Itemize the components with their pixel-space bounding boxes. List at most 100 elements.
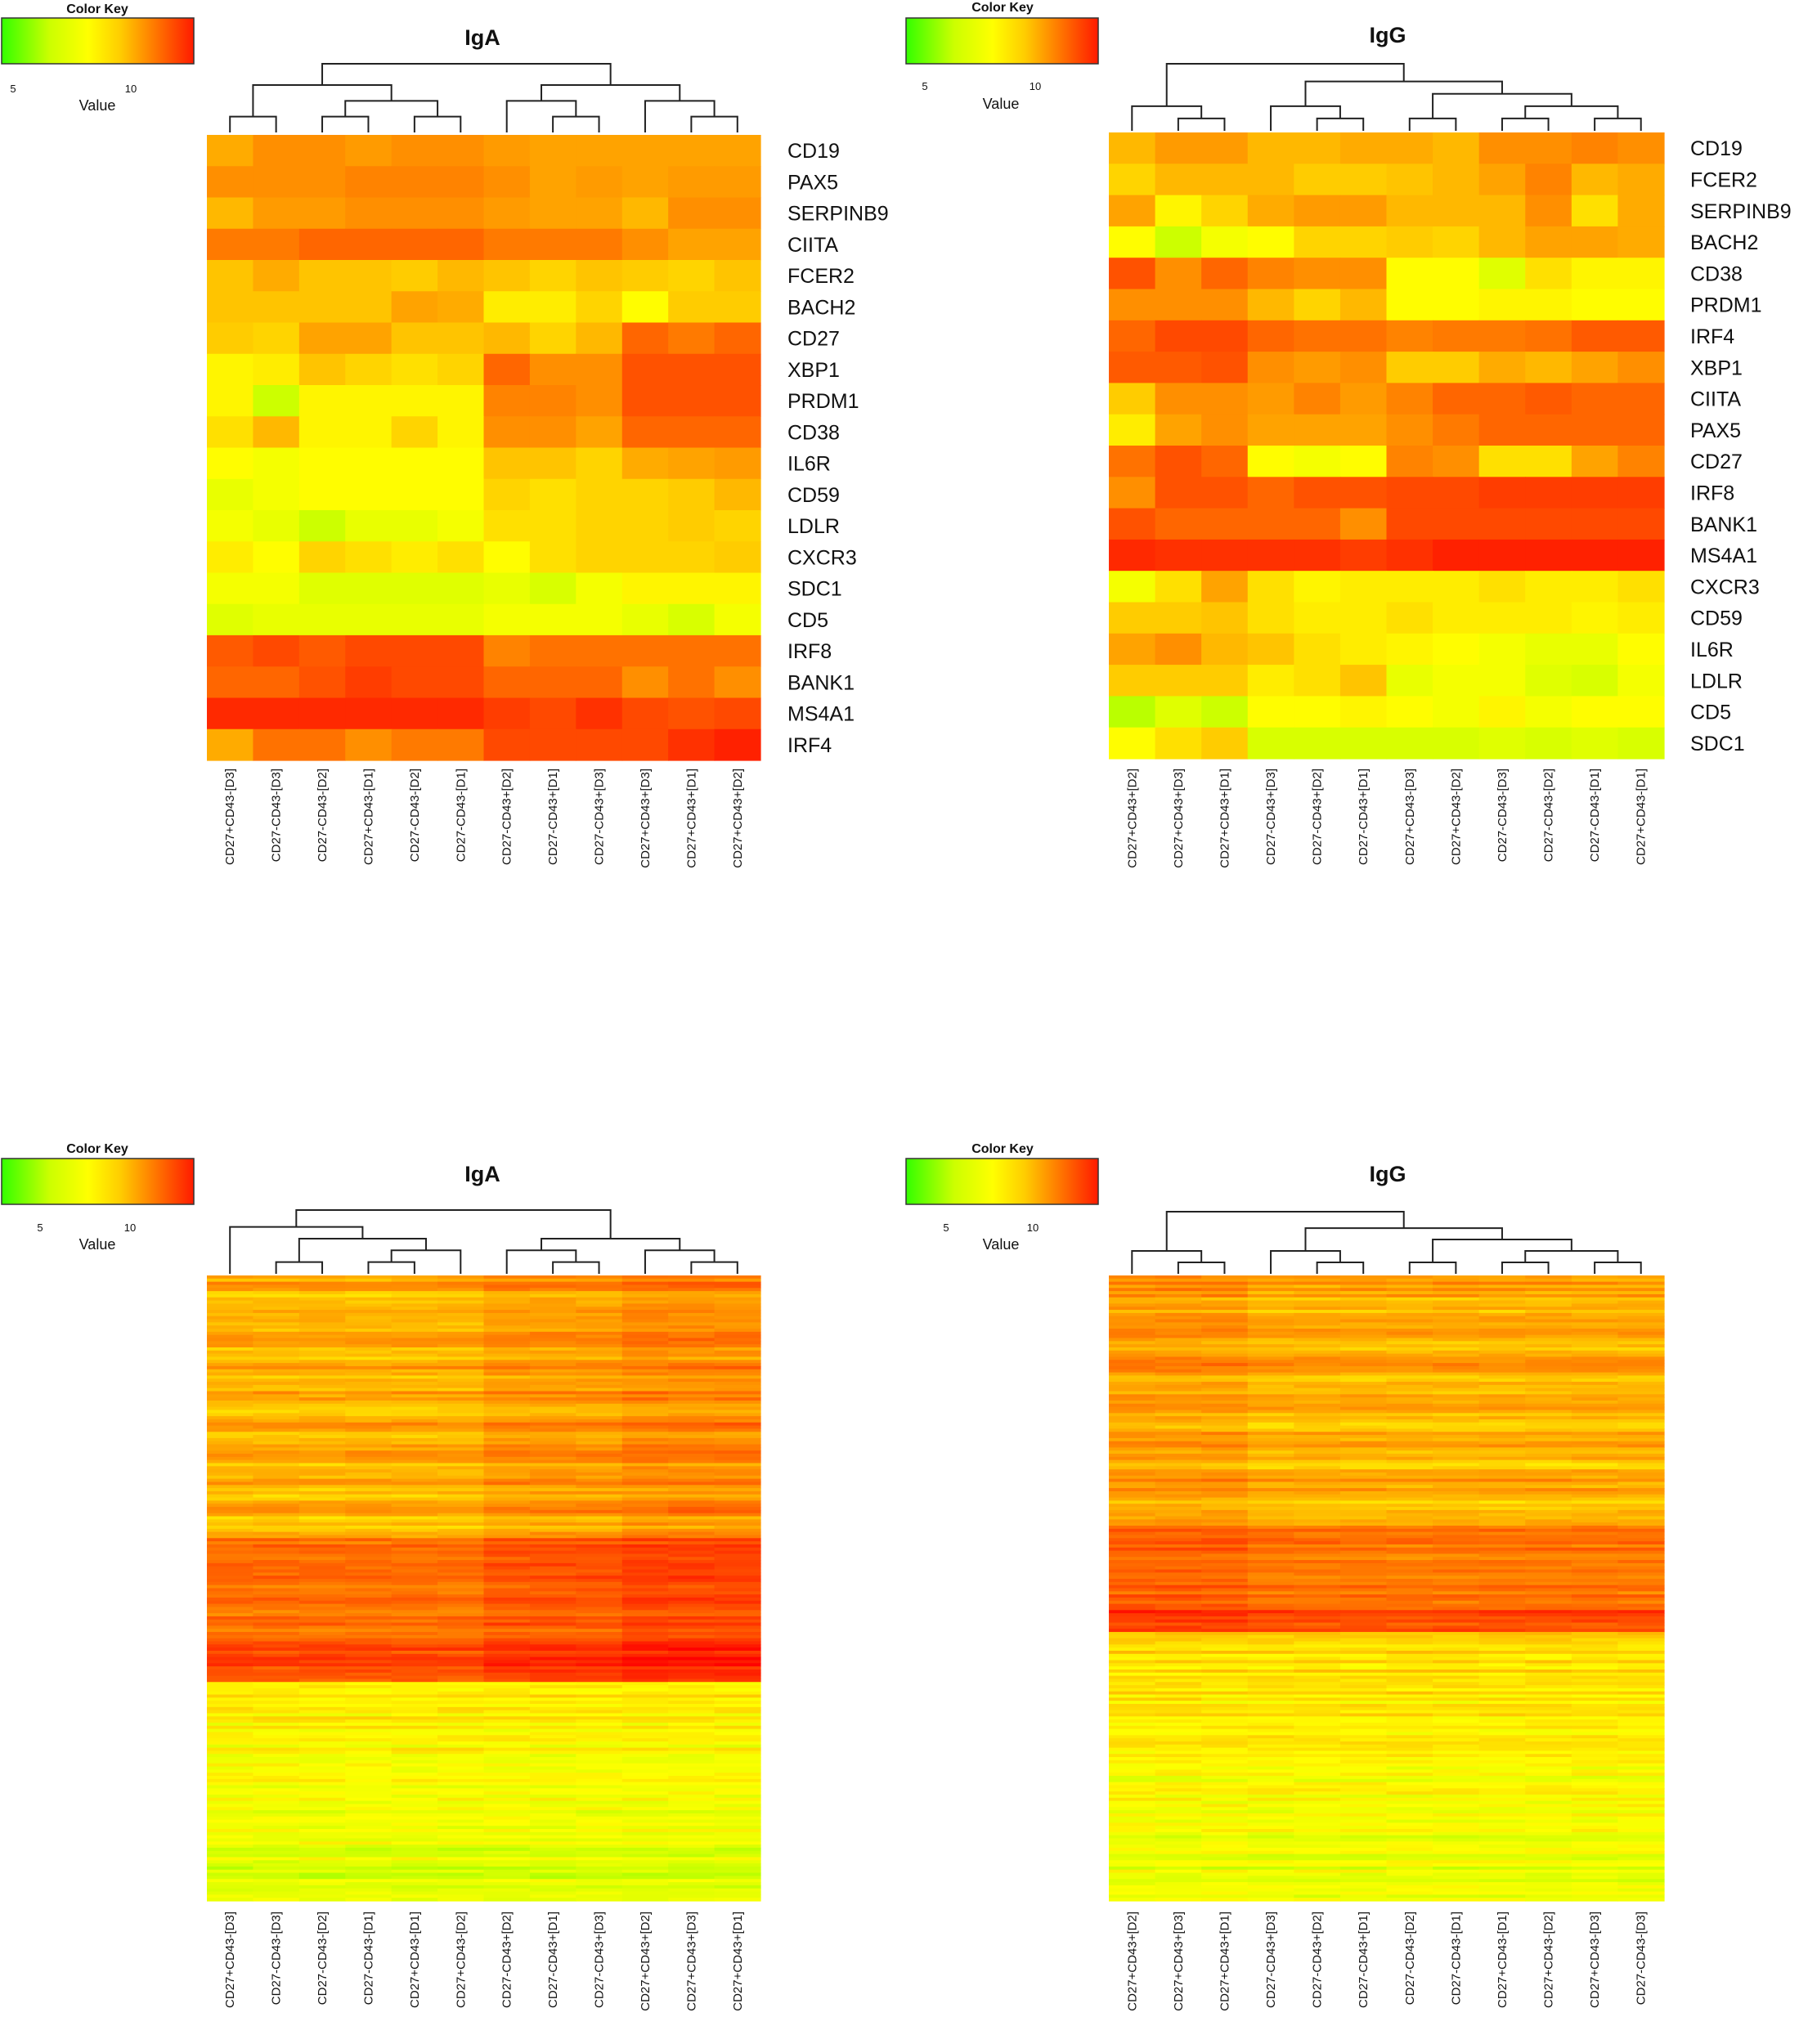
heatmap-cell — [207, 1754, 254, 1758]
heatmap-cell — [1617, 1735, 1665, 1739]
heatmap-cell — [1525, 1576, 1572, 1580]
row-label: SERPINB9 — [1690, 200, 1792, 223]
heatmap-cell — [1571, 1450, 1619, 1455]
heatmap-cell — [714, 1785, 761, 1789]
heatmap-cell — [668, 1347, 716, 1351]
column-label: CD27+CD43-[D3] — [223, 769, 237, 865]
heatmap-cell — [207, 1791, 254, 1795]
heatmap-cell — [1201, 1284, 1249, 1289]
heatmap-cell — [1617, 1472, 1665, 1477]
heatmap-cell — [1525, 1432, 1572, 1436]
heatmap-cell — [298, 1788, 346, 1792]
heatmap-cell — [391, 1547, 438, 1552]
heatmap-cell — [529, 1356, 576, 1360]
heatmap-cell — [668, 1531, 716, 1536]
heatmap-cell — [621, 1472, 669, 1477]
heatmap-cell — [1247, 1538, 1294, 1542]
heatmap-cell — [207, 1719, 254, 1724]
heatmap-cell — [668, 1382, 716, 1386]
heatmap-cell — [1478, 1728, 1526, 1733]
heatmap-cell — [1201, 1513, 1249, 1517]
heatmap-cell — [1201, 1316, 1249, 1320]
heatmap-cell — [1109, 1613, 1156, 1617]
heatmap-cell — [345, 1866, 393, 1871]
heatmap-cell — [714, 1278, 761, 1283]
heatmap-cell — [253, 1891, 300, 1895]
heatmap-cell — [1294, 1769, 1341, 1773]
heatmap-cell — [1339, 1500, 1388, 1504]
heatmap-cell — [437, 1701, 485, 1705]
heatmap-cell — [714, 1778, 761, 1783]
heatmap-cell — [714, 1816, 761, 1821]
heatmap-cell — [345, 1281, 393, 1286]
heatmap-cell — [1339, 1316, 1388, 1320]
heatmap-cell — [1478, 1653, 1526, 1658]
heatmap-cell — [576, 1744, 623, 1749]
heatmap-cell — [253, 1701, 300, 1705]
heatmap-cell — [1433, 1478, 1480, 1483]
heatmap-cell — [714, 1372, 761, 1376]
heatmap-cell — [1294, 1478, 1341, 1483]
heatmap-cell — [1617, 1653, 1665, 1658]
heatmap-cell — [391, 1701, 438, 1705]
heatmap-cell — [345, 1310, 393, 1314]
heatmap-cell — [298, 1735, 346, 1739]
heatmap-cell — [1478, 1303, 1526, 1307]
heatmap-cell — [298, 1378, 346, 1383]
heatmap-cell — [1478, 1456, 1526, 1461]
heatmap-cell — [1617, 1710, 1665, 1715]
heatmap-cell — [391, 1316, 438, 1320]
heatmap-cell — [1525, 1672, 1572, 1677]
heatmap-cell — [345, 1275, 393, 1280]
heatmap-cell — [253, 1847, 300, 1852]
heatmap-cell — [253, 1716, 300, 1720]
heatmap-cell — [483, 1331, 531, 1336]
heatmap-cell — [391, 1372, 438, 1376]
heatmap-cell — [345, 1428, 393, 1432]
heatmap-cell — [1109, 1403, 1156, 1408]
heatmap-cell — [1247, 539, 1294, 572]
heatmap-cell — [437, 666, 485, 699]
heatmap-cell — [529, 1428, 576, 1432]
heatmap-cell — [1109, 1759, 1156, 1764]
heatmap-cell — [345, 1629, 393, 1633]
heatmap-cell — [714, 1663, 761, 1667]
heatmap-cell — [714, 1722, 761, 1727]
heatmap-cell — [391, 1769, 438, 1773]
heatmap-cell — [1339, 1591, 1388, 1595]
heatmap-cell — [391, 1437, 438, 1442]
heatmap-cell — [529, 1672, 576, 1677]
heatmap-cell — [345, 1829, 393, 1833]
heatmap-cell — [1247, 1466, 1294, 1470]
heatmap-cell — [1155, 1735, 1202, 1739]
heatmap-cell — [1433, 1422, 1480, 1427]
dendrogram-branch — [367, 1261, 415, 1274]
heatmap-cell — [1386, 1629, 1433, 1633]
heatmap-cell — [1571, 195, 1619, 227]
heatmap-cell — [576, 1691, 623, 1696]
heatmap-cell — [391, 1607, 438, 1611]
heatmap-cell — [529, 1562, 576, 1567]
heatmap-cell — [391, 541, 438, 574]
heatmap-cell — [714, 1728, 761, 1733]
heatmap-cell — [1617, 1619, 1665, 1624]
heatmap-cell — [529, 1754, 576, 1758]
heatmap-cell — [576, 1597, 623, 1602]
heatmap-cell — [483, 1425, 531, 1430]
heatmap-cell — [1433, 1550, 1480, 1555]
heatmap-cell — [345, 1322, 393, 1326]
heatmap-cell — [437, 1466, 485, 1470]
heatmap-cell — [1109, 1459, 1156, 1464]
heatmap-cell — [668, 1816, 716, 1821]
heatmap-cell — [253, 1763, 300, 1768]
heatmap-cell — [298, 1603, 346, 1608]
heatmap-cell — [391, 1763, 438, 1768]
heatmap-cell — [1247, 1610, 1294, 1614]
heatmap-cell — [1617, 1732, 1665, 1736]
heatmap-cell — [1155, 1697, 1202, 1701]
heatmap-cell — [621, 728, 669, 761]
heatmap-cell — [1109, 1697, 1156, 1701]
heatmap-cell — [529, 1382, 576, 1386]
heatmap-cell — [483, 1322, 531, 1326]
heatmap-cell — [437, 447, 485, 480]
